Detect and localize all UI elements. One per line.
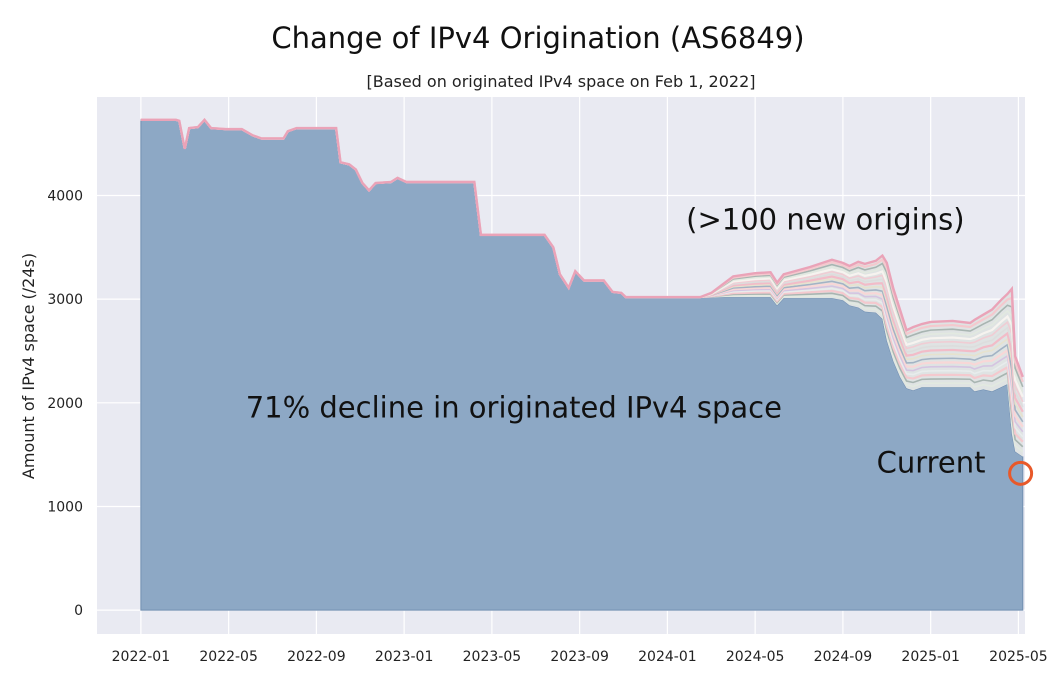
tick-labels: 2022-01 2022-05 2022-09 2023-01 2023-05 2023-… xyxy=(47,188,1047,665)
chart-subtitle: [Based on originated IPv4 space on Feb 1… xyxy=(366,72,755,91)
x-tick-label: 2025-05 xyxy=(989,649,1048,665)
x-tick-label: 2023-09 xyxy=(550,649,609,665)
y-tick-label: 3000 xyxy=(47,292,83,308)
new-origins-annotation: (>100 new origins) xyxy=(686,203,964,237)
x-tick-label: 2023-01 xyxy=(375,649,434,665)
y-tick-label: 4000 xyxy=(47,188,83,204)
series-layer xyxy=(140,117,1024,611)
y-tick-label: 0 xyxy=(74,603,83,619)
x-tick-label: 2022-01 xyxy=(112,649,171,665)
x-tick-label: 2023-05 xyxy=(463,649,522,665)
annotations: (>100 new origins) 71% decline in origina… xyxy=(246,203,1034,486)
y-axis-label: Amount of IPv4 space (/24s) xyxy=(19,253,38,479)
chart-title: Change of IPv4 Origination (AS6849) xyxy=(271,21,804,55)
x-tick-label: 2022-05 xyxy=(199,649,258,665)
current-marker xyxy=(1008,460,1034,486)
x-tick-label: 2025-01 xyxy=(901,649,960,665)
x-tick-label: 2024-05 xyxy=(726,649,785,665)
y-tick-label: 2000 xyxy=(47,396,83,412)
current-annotation: Current xyxy=(877,445,986,479)
decline-annotation: 71% decline in originated IPv4 space xyxy=(246,390,782,424)
total-outline xyxy=(140,117,1024,378)
x-tick-label: 2024-01 xyxy=(638,649,697,665)
x-tick-label: 2024-09 xyxy=(814,649,873,665)
y-tick-label: 1000 xyxy=(47,499,83,515)
x-tick-label: 2022-09 xyxy=(287,649,346,665)
